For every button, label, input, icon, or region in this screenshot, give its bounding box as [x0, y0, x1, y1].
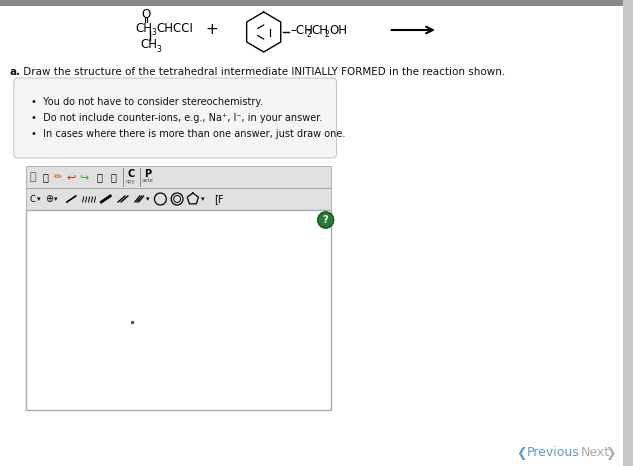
Text: 🖐: 🖐 — [29, 172, 36, 182]
Text: •  You do not have to consider stereochemistry.: • You do not have to consider stereochem… — [32, 97, 263, 107]
Text: aste: aste — [142, 178, 154, 184]
Text: ▾: ▾ — [201, 196, 204, 202]
Text: ↩: ↩ — [66, 172, 75, 182]
Bar — [25, 166, 330, 188]
Text: CH: CH — [136, 21, 153, 34]
Bar — [25, 210, 330, 410]
Text: 2: 2 — [325, 30, 329, 39]
Text: [F: [F — [214, 194, 223, 204]
Text: OH: OH — [330, 23, 348, 36]
Text: C: C — [127, 169, 134, 179]
Text: ▾: ▾ — [37, 196, 40, 202]
Text: ?: ? — [323, 215, 329, 225]
Text: ❮: ❮ — [517, 446, 527, 459]
FancyBboxPatch shape — [14, 78, 337, 158]
Text: •  Do not include counter-ions, e.g., Na⁺, I⁻, in your answer.: • Do not include counter-ions, e.g., Na⁺… — [32, 113, 323, 123]
Text: ⊕: ⊕ — [45, 194, 53, 204]
Text: 3: 3 — [151, 28, 156, 37]
Text: 3: 3 — [156, 45, 161, 54]
Text: 🗒: 🗒 — [42, 172, 48, 182]
Text: ▾: ▾ — [54, 196, 58, 202]
Bar — [25, 188, 330, 210]
Text: ↪: ↪ — [79, 172, 89, 182]
Bar — [0, 0, 623, 6]
Text: 🔍: 🔍 — [96, 172, 103, 182]
Text: 🔍: 🔍 — [110, 172, 116, 182]
Text: Draw the structure of the tetrahedral intermediate INITIALLY FORMED in the react: Draw the structure of the tetrahedral in… — [20, 67, 505, 77]
Text: O: O — [141, 7, 150, 21]
Text: C: C — [30, 194, 35, 204]
Text: 2: 2 — [306, 30, 311, 39]
Text: ❯: ❯ — [605, 446, 616, 459]
Text: CH: CH — [141, 39, 158, 52]
Text: cpy: cpy — [126, 178, 135, 184]
Text: ✏: ✏ — [54, 172, 62, 182]
Text: CHCCI: CHCCI — [156, 21, 193, 34]
Text: +: + — [205, 22, 218, 37]
Text: CH: CH — [311, 23, 328, 36]
Text: Previous: Previous — [527, 446, 579, 459]
Text: •  In cases where there is more than one answer, just draw one.: • In cases where there is more than one … — [32, 129, 346, 139]
Text: ▾: ▾ — [146, 196, 149, 202]
Text: P: P — [144, 169, 151, 179]
Text: –CH: –CH — [291, 23, 313, 36]
Text: Next: Next — [580, 446, 610, 459]
Circle shape — [318, 212, 334, 228]
Text: a.: a. — [10, 67, 21, 77]
